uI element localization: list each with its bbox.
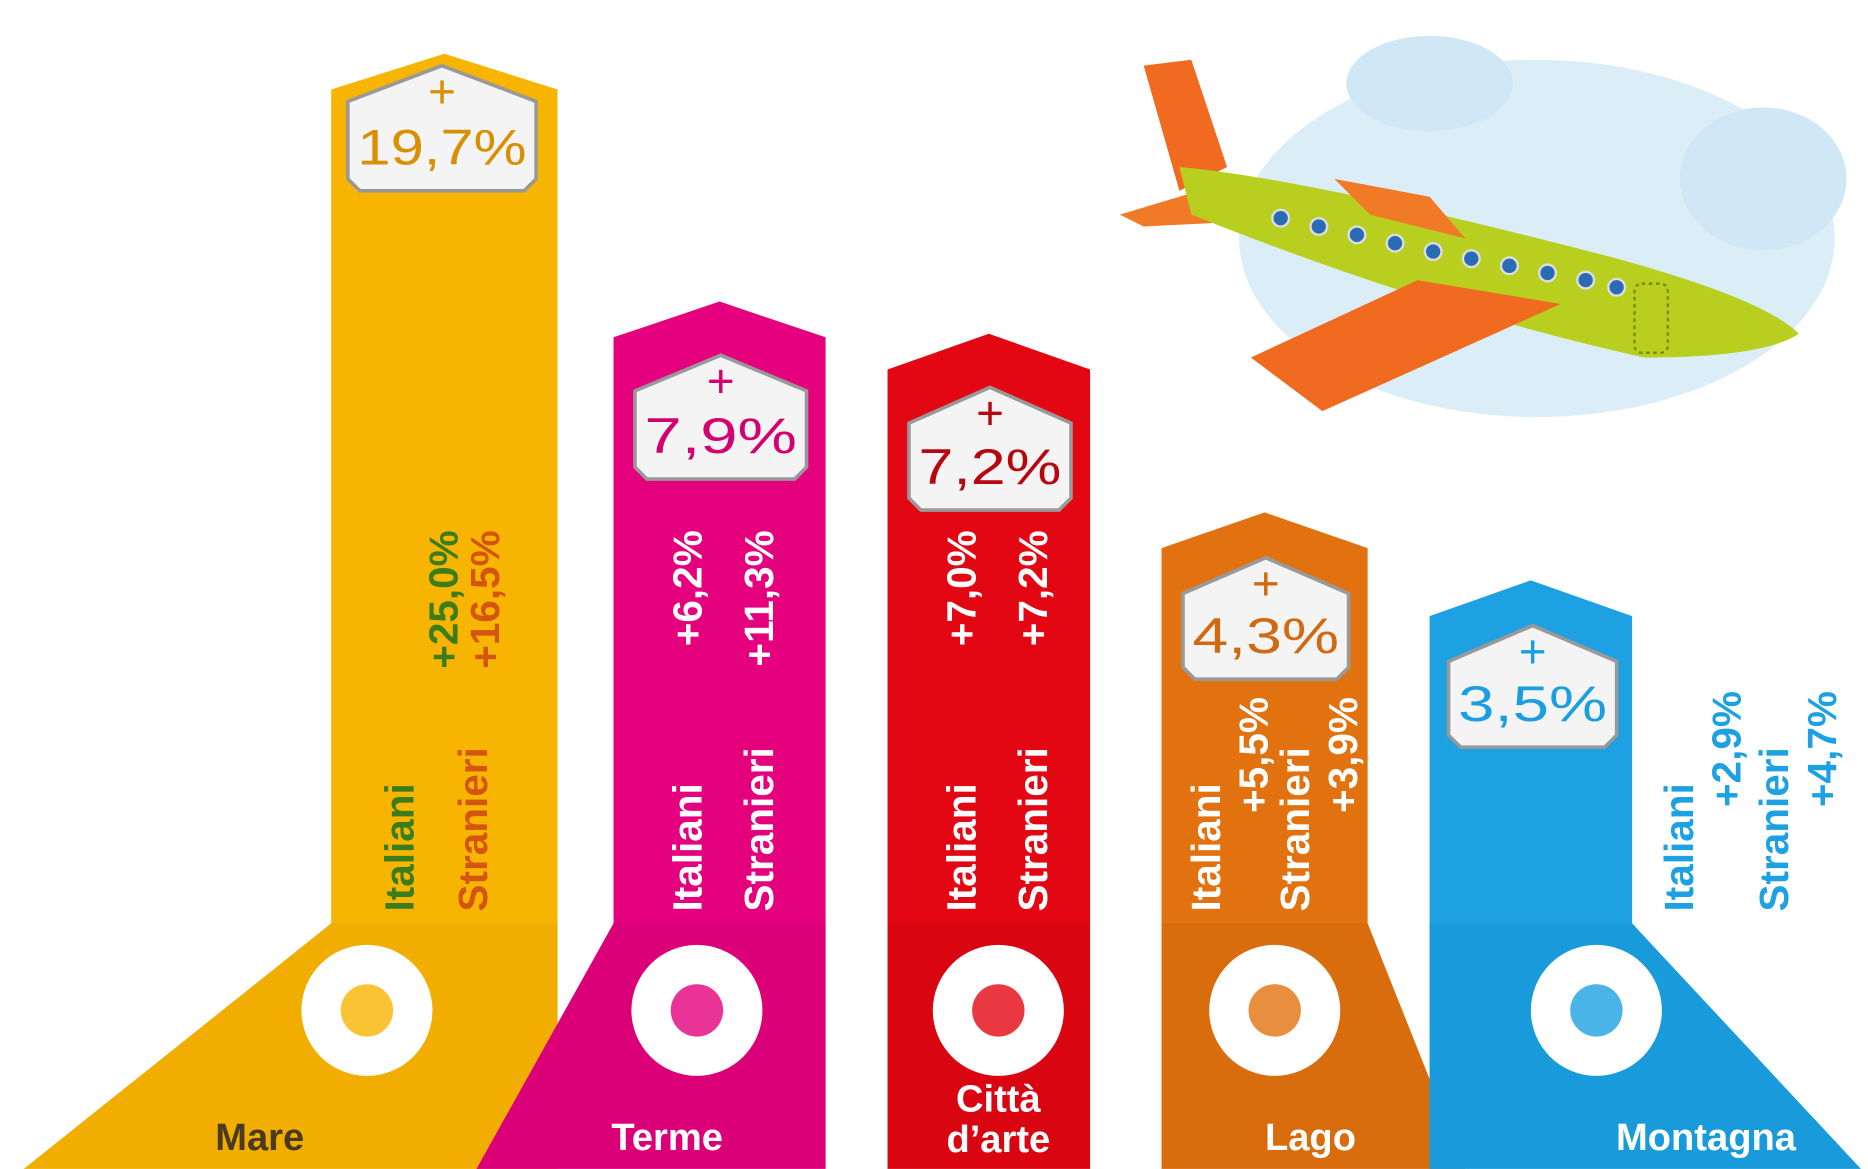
column: +7,9% Italiani +6,2% Stranieri +11,3% Terme — [476, 301, 826, 1169]
italiani: Italiani — [665, 783, 711, 911]
italiani-value: +5,5% — [1231, 697, 1277, 813]
total-plus: + — [1519, 625, 1547, 678]
column-bar — [23, 53, 558, 1169]
total-box — [633, 353, 809, 481]
category-name: Città — [956, 1078, 1041, 1121]
stranieri: Stranieri — [736, 747, 782, 911]
stranieri-value: +4,7% — [1799, 691, 1845, 807]
stranieri: Stranieri — [1751, 747, 1797, 911]
plane-illustration — [1119, 35, 1847, 418]
category-icon-inner — [972, 984, 1025, 1037]
category-icon-inner — [340, 984, 394, 1037]
category-name: d’arte — [946, 1118, 1050, 1161]
total-value: 3,5% — [1458, 676, 1607, 732]
column-bar — [476, 301, 826, 1169]
total-value: 7,9% — [645, 408, 797, 464]
category-icon-inner — [1570, 984, 1623, 1037]
columns: +19,7%Italiani+25,0%Stranieri+16,5%Mare+… — [23, 53, 1861, 1169]
column: +4,3% Italiani+5,5%Stranieri +3,9% Lago — [1161, 512, 1466, 1169]
category-name: Mare — [215, 1116, 304, 1159]
column: +3,5% Italiani+2,9% Stranieri +4,7% Montagna — [1429, 580, 1861, 1169]
total-box — [1446, 623, 1619, 749]
stranieri-value: +3,9% — [1320, 697, 1366, 813]
total-box — [1181, 555, 1351, 681]
category-name: Terme — [611, 1116, 723, 1159]
total-plus: + — [1252, 557, 1280, 610]
italiani: Italiani — [376, 783, 422, 911]
total-value: 19,7% — [357, 120, 526, 176]
total-plus: + — [428, 65, 456, 118]
column: +19,7% Italiani +25,0% Stranieri +16,5% Mare — [23, 53, 558, 1169]
italiani-value: +2,9% — [1704, 691, 1750, 807]
total-box — [346, 63, 538, 193]
total-plus: + — [707, 355, 735, 408]
stranieri-value: +16,5% — [462, 530, 508, 669]
category-icon-inner — [1248, 984, 1301, 1037]
italiani-value: +25,0% — [420, 530, 466, 669]
stranieri-value: +7,2% — [1010, 530, 1056, 646]
total-plus: + — [976, 387, 1004, 440]
italiani-value: +7,0% — [939, 530, 985, 646]
italiani: Italiani — [1656, 783, 1702, 911]
stranieri: Stranieri — [1010, 747, 1056, 911]
stranieri: Stranieri — [450, 747, 496, 911]
total-box — [907, 385, 1073, 512]
italiani-value: +6,2% — [665, 530, 711, 646]
stranieri-value: +11,3% — [736, 530, 782, 666]
total-value: 7,2% — [919, 439, 1062, 495]
italiani: Italiani — [939, 783, 985, 911]
category-name: Lago — [1265, 1116, 1356, 1159]
category-icon-inner — [670, 984, 724, 1037]
category-name: Montagna — [1616, 1116, 1797, 1159]
total-value: 4,3% — [1193, 608, 1340, 664]
column: +7,2% Italiani +7,0% Stranieri +7,2% Cittàd’a… — [887, 333, 1091, 1169]
italiani: Italiani — [1183, 783, 1229, 911]
stranieri: Stranieri — [1272, 747, 1318, 911]
